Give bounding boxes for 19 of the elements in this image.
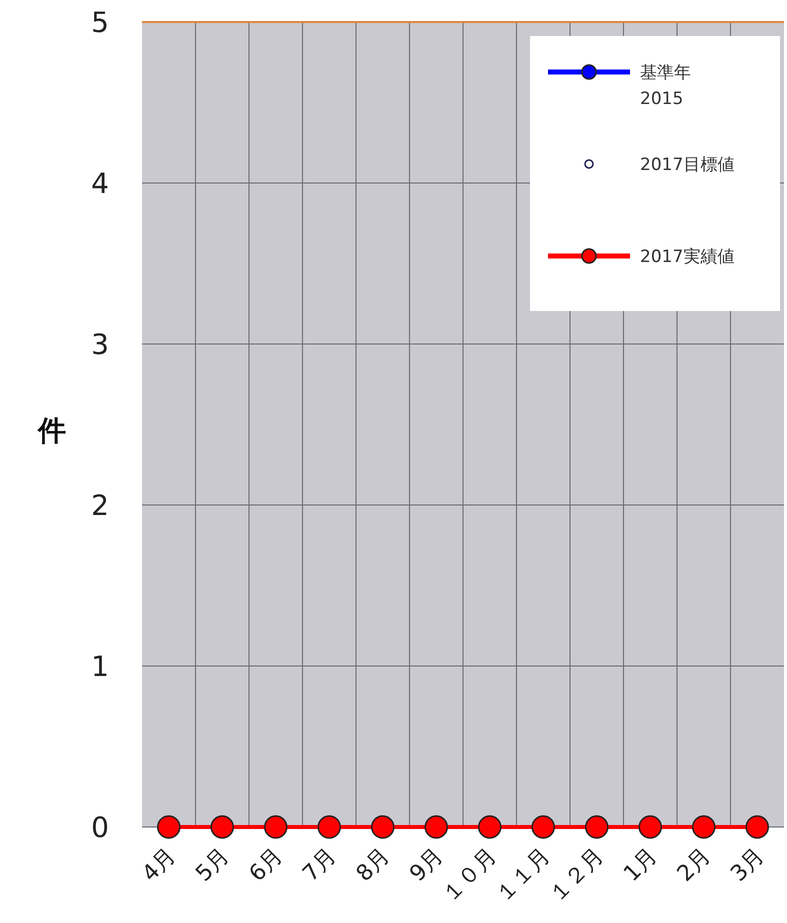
x-tick-label: 4月 — [138, 844, 181, 887]
x-tick-label: 8月 — [352, 844, 395, 887]
x-tick-label: 9月 — [405, 844, 448, 887]
y-tick-label: 5 — [91, 6, 109, 39]
x-tick-label: 3月 — [726, 844, 770, 887]
legend-label: 基準年 2015 — [640, 63, 691, 109]
y-tick-label: 0 — [91, 811, 109, 844]
x-tick-label: 7月 — [298, 844, 342, 887]
y-axis-title: 件 — [37, 414, 66, 447]
y-tick-label: 3 — [91, 328, 109, 361]
legend-label: 2017目標値 — [640, 155, 734, 175]
y-tick-label: 4 — [91, 167, 109, 200]
x-tick-label: 1月 — [619, 844, 662, 887]
y-tick-label: 2 — [91, 489, 109, 522]
legend-label: 2017実績値 — [640, 247, 734, 267]
x-tick-label: 5月 — [191, 844, 234, 887]
x-tick-label: 2月 — [672, 844, 716, 887]
x-tick-label: 6月 — [244, 844, 288, 887]
y-tick-label: 1 — [91, 650, 109, 683]
